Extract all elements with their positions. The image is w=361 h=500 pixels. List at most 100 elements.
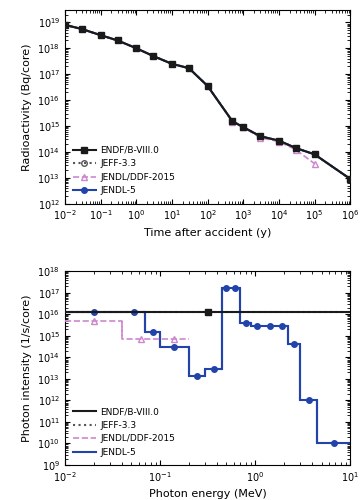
ENDF/B-VIII.0 <box>258 133 262 139</box>
JEFF-3.3 <box>258 133 262 139</box>
Line: ENDF/B-VIII.0: ENDF/B-VIII.0 <box>62 22 353 182</box>
JENDL-5 <box>158 344 162 350</box>
ENDF/B-VIII.0 <box>187 65 191 71</box>
JEFF-3.3 <box>170 61 174 67</box>
ENDF/B-VIII.0 <box>170 61 174 67</box>
JENDL/DDF-2015 <box>294 147 298 153</box>
JEFF-3.3 <box>63 22 67 28</box>
ENDF/B-VIII.0 <box>348 176 352 182</box>
Line: JENDL/DDF-2015: JENDL/DDF-2015 <box>65 321 189 340</box>
JENDL-5 <box>261 322 265 328</box>
JENDL-5 <box>220 366 224 372</box>
ENDF/B-VIII.0 <box>134 45 139 51</box>
JENDL/DDF-2015 <box>277 138 281 144</box>
JENDL-5 <box>158 329 162 335</box>
JEFF-3.3 <box>134 45 139 51</box>
Legend: ENDF/B-VIII.0, JEFF-3.3, JENDL/DDF-2015, JENDL-5: ENDF/B-VIII.0, JEFF-3.3, JENDL/DDF-2015,… <box>70 142 179 199</box>
JENDL-5 <box>298 398 303 404</box>
JEFF-3.3 <box>116 38 120 44</box>
JENDL/DDF-2015 <box>120 336 125 342</box>
JENDL/DDF-2015 <box>187 336 191 342</box>
ENDF/B-VIII.0 <box>151 53 156 59</box>
ENDF/B-VIII.0 <box>312 152 317 158</box>
JENDL-5 <box>203 366 208 372</box>
JENDL-5 <box>120 309 125 315</box>
JENDL-5 <box>228 285 232 291</box>
JENDL/DDF-2015 <box>258 134 262 140</box>
JENDL-5 <box>63 309 67 315</box>
JEFF-3.3 <box>230 118 235 124</box>
JENDL-5 <box>315 440 319 446</box>
JENDL-5 <box>143 329 148 335</box>
Line: JEFF-3.3: JEFF-3.3 <box>62 22 353 182</box>
ENDF/B-VIII.0 <box>230 118 235 124</box>
JENDL-5 <box>277 138 281 143</box>
JENDL-5 <box>275 322 279 328</box>
Line: JENDL-5: JENDL-5 <box>62 22 353 182</box>
JENDL-5 <box>116 38 120 44</box>
JENDL-5 <box>203 374 208 380</box>
JENDL/DDF-2015 <box>63 318 67 324</box>
X-axis label: Photon energy (MeV): Photon energy (MeV) <box>149 489 266 499</box>
JEFF-3.3 <box>99 32 103 38</box>
JENDL/DDF-2015 <box>241 124 245 130</box>
JENDL-5 <box>294 145 298 151</box>
JENDL-5 <box>315 398 319 404</box>
JENDL/DDF-2015 <box>120 318 125 324</box>
JENDL-5 <box>143 309 148 315</box>
JENDL-5 <box>249 320 253 326</box>
ENDF/B-VIII.0 <box>63 22 67 28</box>
JENDL-5 <box>220 285 224 291</box>
JENDL/DDF-2015 <box>158 336 162 342</box>
ENDF/B-VIII.0 <box>277 138 281 143</box>
JENDL-5 <box>298 342 303 347</box>
JENDL-5 <box>187 344 191 350</box>
JENDL-5 <box>261 322 265 328</box>
JEFF-3.3 <box>294 145 298 151</box>
JENDL-5 <box>312 152 317 158</box>
ENDF/B-VIII.0 <box>99 32 103 38</box>
JENDL-5 <box>249 322 253 328</box>
JENDL-5 <box>151 53 156 59</box>
JENDL-5 <box>238 285 243 291</box>
JENDL-5 <box>187 374 191 380</box>
JEFF-3.3 <box>312 152 317 158</box>
JEFF-3.3 <box>277 138 281 143</box>
JEFF-3.3 <box>151 53 156 59</box>
JENDL-5 <box>63 22 67 28</box>
Line: JENDL-5: JENDL-5 <box>65 288 350 444</box>
ENDF/B-VIII.0 <box>205 83 210 89</box>
JENDL-5 <box>241 124 245 130</box>
ENDF/B-VIII.0 <box>80 26 84 32</box>
JENDL-5 <box>348 440 352 446</box>
ENDF/B-VIII.0 <box>116 38 120 44</box>
JEFF-3.3 <box>187 65 191 71</box>
JENDL-5 <box>187 65 191 71</box>
Y-axis label: Radioactivity (Bq/core): Radioactivity (Bq/core) <box>22 43 32 170</box>
ENDF/B-VIII.0 <box>294 145 298 151</box>
JENDL-5 <box>99 32 103 38</box>
JENDL-5 <box>286 322 290 328</box>
JENDL-5 <box>286 342 290 347</box>
JENDL-5 <box>228 285 232 291</box>
Legend: ENDF/B-VIII.0, JEFF-3.3, JENDL/DDF-2015, JENDL-5: ENDF/B-VIII.0, JEFF-3.3, JENDL/DDF-2015,… <box>70 404 179 460</box>
JENDL-5 <box>275 322 279 328</box>
JENDL-5 <box>120 309 125 315</box>
ENDF/B-VIII.0 <box>241 124 245 130</box>
JENDL-5 <box>134 45 139 51</box>
JENDL-5 <box>205 83 210 89</box>
JEFF-3.3 <box>348 176 352 182</box>
JENDL-5 <box>238 320 243 326</box>
JEFF-3.3 <box>205 83 210 89</box>
JENDL/DDF-2015 <box>312 160 317 166</box>
X-axis label: Time after accident (y): Time after accident (y) <box>144 228 271 238</box>
Y-axis label: Photon intensity (1/s/core): Photon intensity (1/s/core) <box>22 294 32 442</box>
JENDL/DDF-2015 <box>230 119 235 125</box>
JEFF-3.3 <box>80 26 84 32</box>
JENDL-5 <box>170 61 174 67</box>
JEFF-3.3 <box>241 124 245 130</box>
JENDL-5 <box>230 118 235 124</box>
Line: JENDL/DDF-2015: JENDL/DDF-2015 <box>230 119 317 166</box>
JENDL-5 <box>258 133 262 139</box>
JENDL-5 <box>348 176 352 182</box>
